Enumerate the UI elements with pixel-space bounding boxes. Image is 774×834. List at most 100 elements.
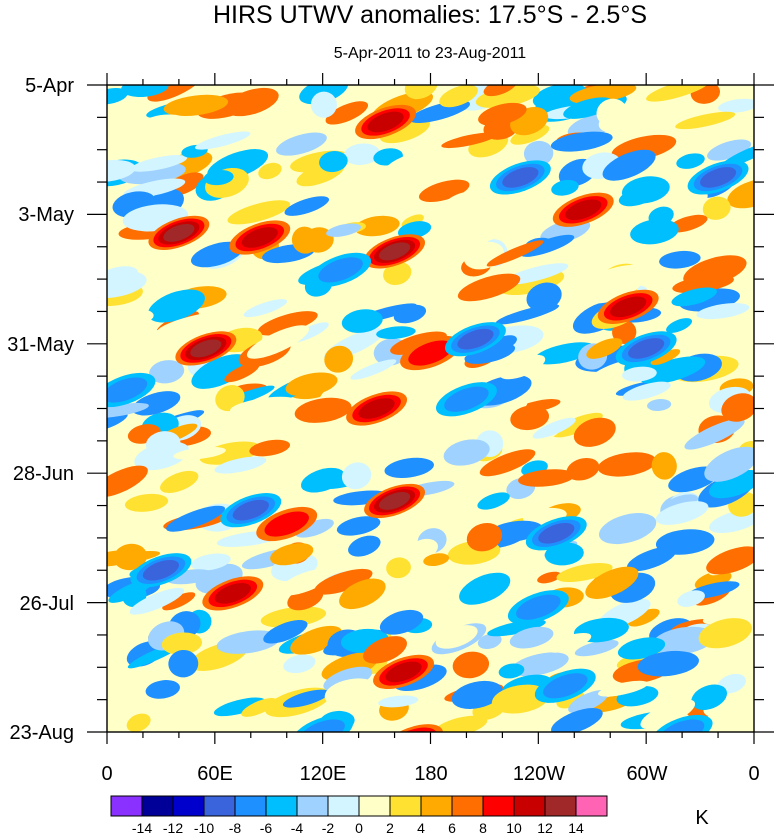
colorbar-label: 8: [479, 820, 487, 834]
heatmap-cell: [258, 162, 282, 180]
heatmap-cell: [423, 553, 450, 567]
heatmap-cell: [214, 456, 267, 474]
heatmap-feature: [232, 499, 269, 521]
heatmap-cell: [721, 393, 754, 422]
heatmap-cell: [107, 266, 138, 283]
heatmap-cell: [376, 326, 416, 340]
heatmap-cell: [107, 87, 128, 105]
colorbar-label: 6: [448, 820, 456, 834]
heatmap-cell: [166, 505, 226, 532]
heatmap-cell: [282, 689, 330, 708]
colorbar-label: -12: [163, 820, 183, 834]
heatmap-cell: [341, 309, 383, 333]
heatmap-cell: [126, 713, 151, 732]
x-tick-label: 60W: [626, 763, 667, 785]
colorbar-swatch: [141, 795, 174, 817]
heatmap-field: [107, 85, 754, 732]
heatmap-cell: [363, 636, 407, 664]
heatmap-cell: [452, 651, 490, 679]
heatmap-cell: [145, 680, 180, 699]
heatmap-cell: [257, 311, 318, 336]
heatmap-cell: [404, 85, 438, 100]
colorbar-swatch: [110, 795, 143, 817]
heatmap-cell: [216, 630, 280, 654]
heatmap-cell: [378, 695, 419, 708]
heatmap-cell: [457, 273, 521, 302]
colorbar-swatch: [296, 795, 329, 817]
colorbar-swatch: [482, 795, 515, 817]
colorbar-label: 2: [386, 820, 394, 834]
heatmap-cell: [676, 153, 705, 169]
heatmap-cell: [435, 492, 475, 513]
heatmap-cell: [451, 680, 503, 709]
heatmap-cell: [294, 397, 352, 423]
heatmap-cell: [191, 354, 250, 389]
heatmap-cell: [161, 632, 203, 655]
heatmap-feature: [214, 583, 251, 604]
colorbar-label: 12: [537, 820, 553, 834]
heatmap-feature: [659, 719, 705, 732]
heatmap-feature: [378, 242, 411, 261]
heatmap-cell: [504, 263, 569, 285]
heatmap-cell: [707, 139, 751, 161]
heatmap-cell: [597, 452, 657, 477]
heatmap-cell: [284, 196, 330, 216]
heatmap-feature: [543, 673, 588, 699]
heatmap-cell: [597, 680, 649, 697]
heatmap-cell: [324, 678, 380, 708]
heatmap-cell: [379, 117, 430, 144]
heatmap-cell: [348, 535, 381, 557]
y-tick-label: 3-May: [18, 204, 74, 226]
heatmap-feature: [628, 338, 665, 359]
heatmap-cell: [386, 557, 411, 579]
heatmap-cell: [439, 85, 478, 108]
heatmap-cell: [563, 97, 613, 119]
heatmap-cell: [477, 492, 510, 510]
heatmap-cell: [598, 513, 657, 545]
colorbar-swatch: [420, 795, 453, 817]
heatmap-feature: [378, 491, 411, 510]
heatmap-cell: [477, 633, 502, 650]
heatmap-cell: [291, 226, 318, 254]
heatmap-cell: [163, 94, 229, 116]
heatmap-feature: [408, 340, 453, 366]
heatmap-cell: [278, 568, 333, 596]
heatmap-cell: [343, 143, 381, 165]
heatmap-cell: [603, 423, 650, 445]
heatmap-cell: [397, 221, 432, 239]
heatmap-cell: [622, 366, 657, 382]
colorbar-swatch: [575, 795, 608, 817]
heatmap-cell: [160, 470, 199, 493]
heatmap-cell: [562, 383, 603, 406]
heatmap-cell: [566, 458, 600, 481]
heatmap-cell: [532, 417, 576, 439]
heatmap-cell: [407, 538, 438, 560]
heatmap-cell: [622, 381, 671, 401]
heatmap-cell: [684, 418, 745, 450]
x-tick-label: 0: [748, 763, 759, 785]
heatmap-feature: [318, 257, 363, 283]
heatmap-feature: [107, 377, 148, 403]
y-tick-label: 5-Apr: [25, 75, 74, 97]
heatmap-cell: [324, 345, 354, 373]
heatmap-cell: [276, 132, 327, 156]
colorbar-swatch: [265, 795, 298, 817]
heatmap-cell: [168, 649, 199, 678]
x-tick-label: 120E: [300, 763, 347, 785]
heatmap-cell: [648, 206, 674, 226]
heatmap-cell: [418, 179, 470, 202]
x-tick-label: 120W: [513, 763, 565, 785]
heatmap-cell: [123, 329, 182, 350]
colorbar-label: -6: [260, 820, 273, 834]
heatmap-cell: [444, 509, 486, 526]
heatmap-cell: [130, 155, 188, 172]
y-tick-label: 26-Jul: [20, 593, 74, 615]
heatmap-cell: [263, 620, 308, 644]
heatmap-cell: [341, 462, 372, 490]
heatmap-cell: [582, 272, 643, 304]
heatmap-cell: [475, 85, 540, 109]
heatmap-noise-layer: [107, 85, 754, 732]
heatmap-feature: [300, 719, 345, 732]
heatmap-feature: [163, 223, 195, 242]
heatmap-cell: [518, 469, 575, 487]
